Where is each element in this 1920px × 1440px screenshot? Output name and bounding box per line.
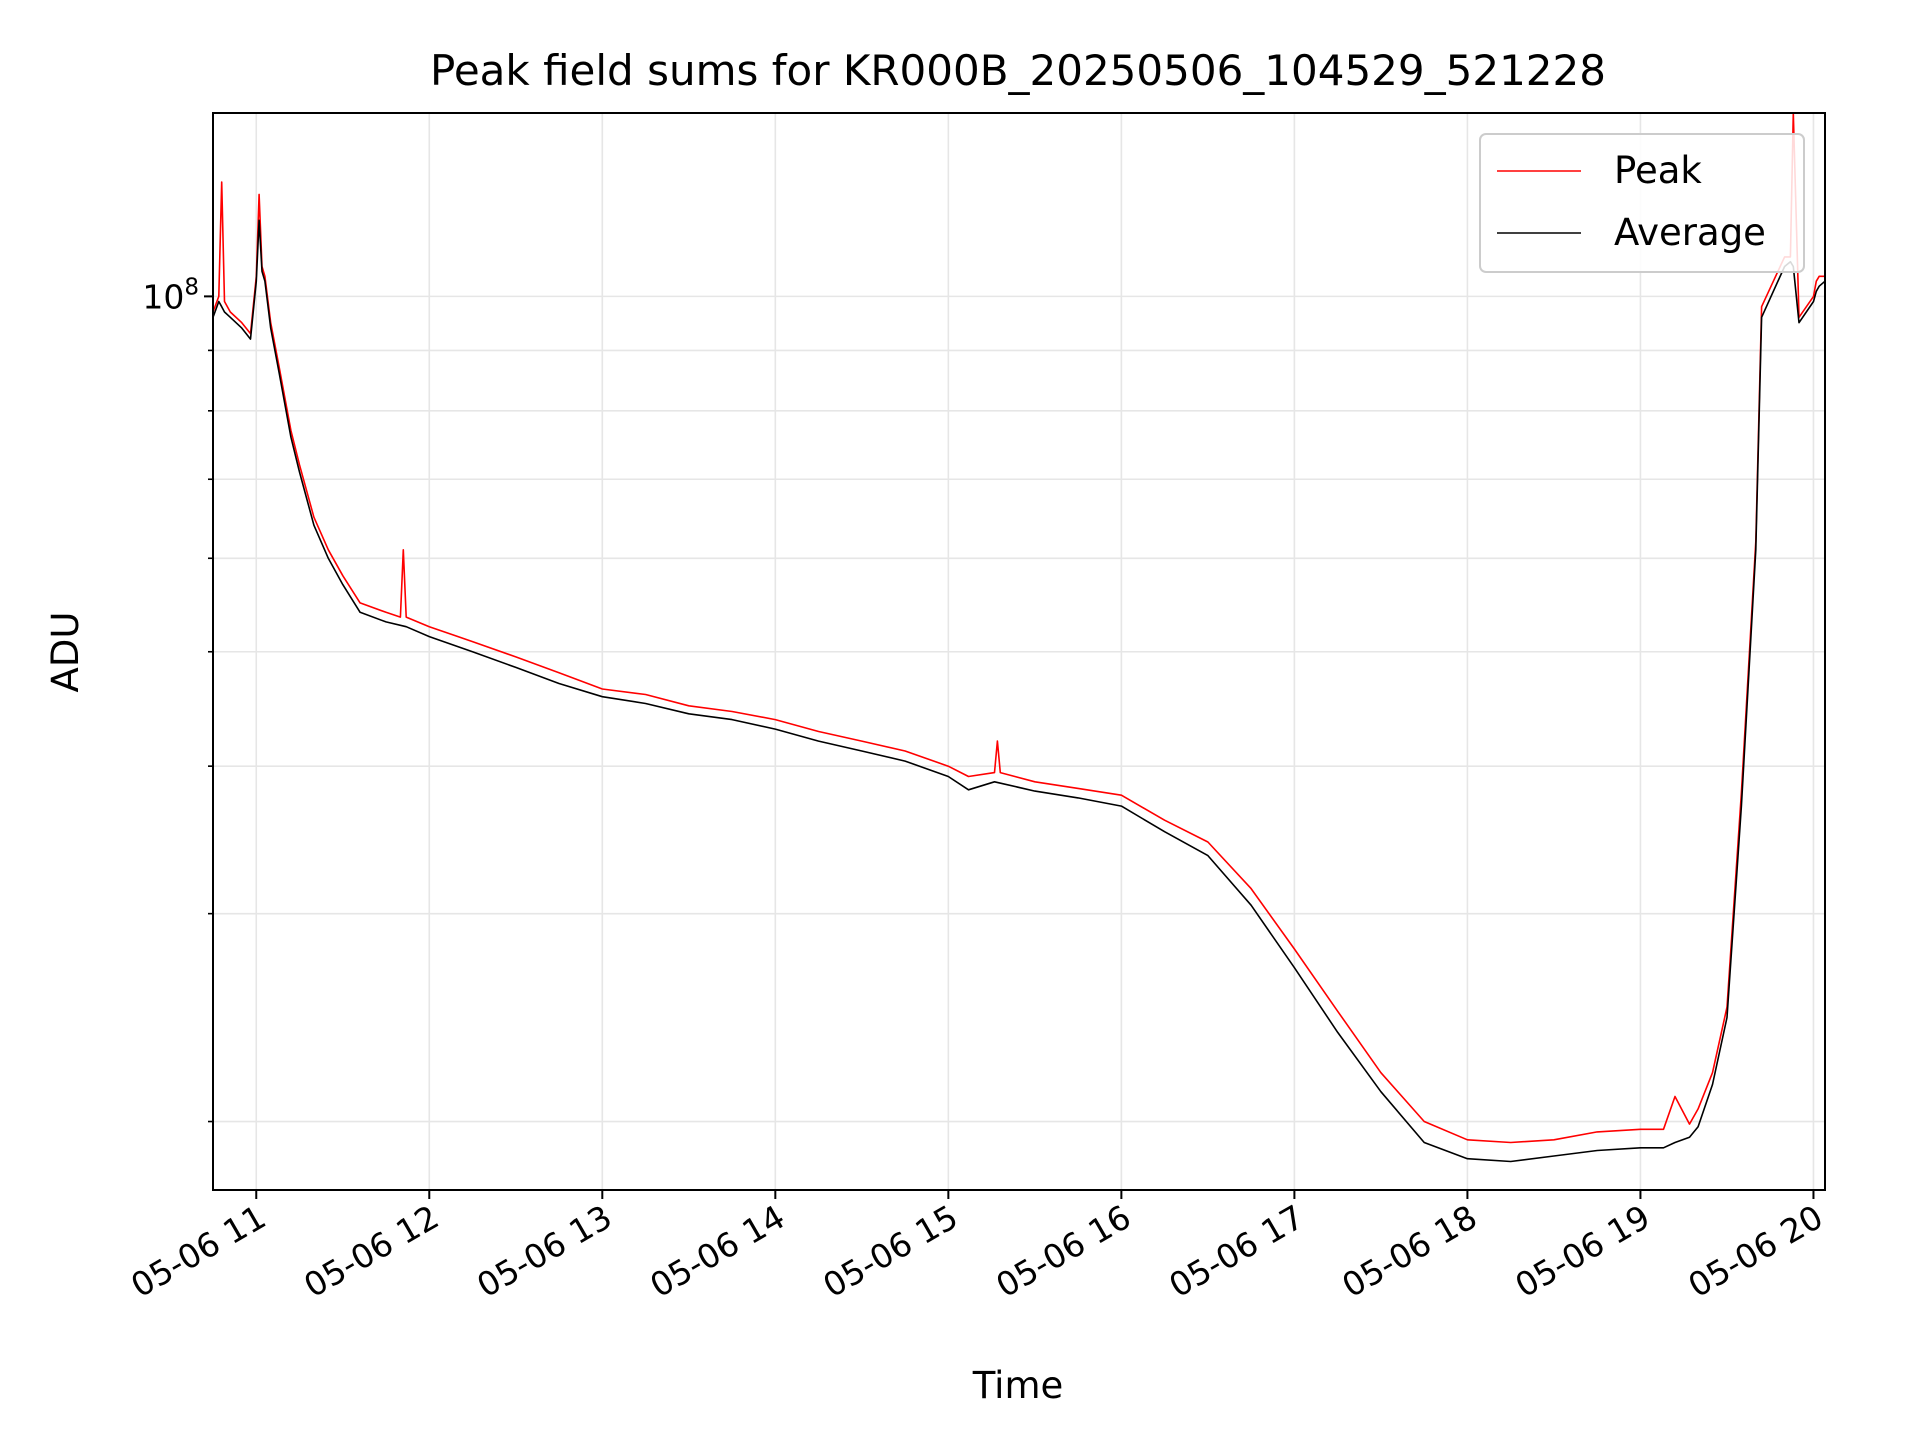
legend-label-average: Average (1614, 211, 1766, 254)
series-line-average (213, 219, 1825, 1163)
x-axis-label: Time (972, 1364, 1064, 1407)
grid (213, 113, 1825, 1190)
y-axis: 108 (142, 274, 213, 1123)
y-axis-label: ADU (44, 612, 87, 693)
legend: Peak Average (1479, 133, 1805, 273)
series-line-peak (213, 113, 1825, 1144)
legend-box (1479, 133, 1805, 273)
plot-area (213, 113, 1825, 1163)
series-layer (213, 113, 1825, 1163)
chart-title: Peak field sums for KR000B_20250506_1045… (430, 46, 1606, 95)
y-tick-label: 108 (142, 274, 199, 316)
legend-label-peak: Peak (1614, 149, 1702, 192)
